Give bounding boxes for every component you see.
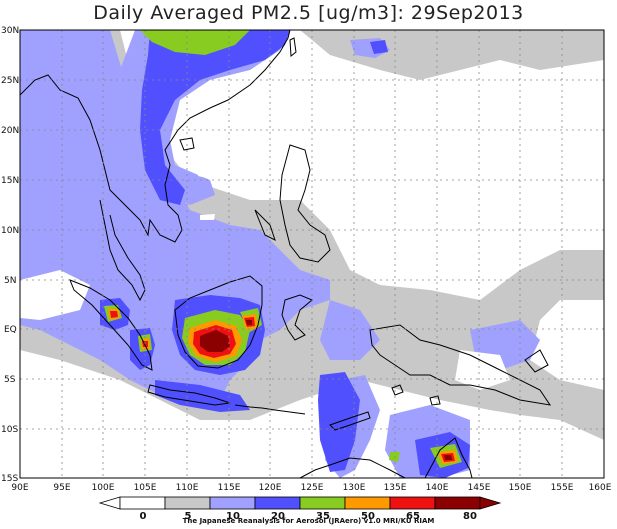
- map-area: [19, 29, 605, 479]
- lon-label: 110E: [176, 483, 199, 493]
- colorbar-swatch: [254, 496, 301, 510]
- lon-label: 140E: [426, 483, 449, 493]
- credit-line: The Japanese Reanalysis for Aerosol (JRA…: [182, 517, 435, 525]
- lon-label: 135E: [384, 483, 407, 493]
- colorbar-label: 0: [140, 511, 147, 522]
- lat-label: 10N: [1, 226, 19, 236]
- lat-label: 10S: [1, 425, 18, 435]
- map-frame: [19, 29, 605, 479]
- colorbar-label: 20: [271, 511, 285, 522]
- lon-label: 100E: [92, 483, 115, 493]
- coastlines: [19, 29, 552, 479]
- graticule: [20, 30, 604, 478]
- lat-label: 15S: [1, 474, 18, 484]
- colorbar-label: 5: [185, 511, 192, 522]
- lon-label: 90E: [11, 483, 28, 493]
- clean-air-pockets: [20, 150, 510, 390]
- lon-label: 130E: [343, 483, 366, 493]
- longitude-labels: 90E 95E 100E 105E 110E 115E 120E 125E 13…: [11, 483, 611, 493]
- lat-label: 5N: [4, 276, 16, 286]
- lon-label: 145E: [468, 483, 491, 493]
- latitude-labels: 30N 25N 20N 15N 10N 5N EQ 5S 10S 15S: [1, 26, 19, 484]
- pm25-band-80-plus: [200, 320, 452, 460]
- map-title: Daily Averaged PM2.5 [ug/m3]: 29Sep2013: [93, 2, 524, 24]
- lon-label: 160E: [589, 483, 612, 493]
- colorbar-swatch: [389, 496, 436, 510]
- colorbar-swatch: [119, 496, 166, 510]
- lat-label: 20N: [1, 126, 19, 136]
- lat-label: 5S: [4, 375, 16, 385]
- lat-label: 15N: [1, 176, 19, 186]
- colorbar-swatch: [164, 496, 211, 510]
- lon-label: 95E: [53, 483, 70, 493]
- lat-label: 30N: [1, 26, 19, 36]
- colorbar-swatch: [434, 496, 481, 510]
- colorbar-min-arrow: [98, 496, 121, 510]
- lon-label: 105E: [134, 483, 157, 493]
- lon-label: 125E: [301, 483, 324, 493]
- lon-label: 150E: [509, 483, 532, 493]
- lon-label: 115E: [218, 483, 241, 493]
- lat-label: 25N: [1, 76, 19, 86]
- colorbar-max-arrow: [479, 496, 502, 510]
- colorbar-swatch: [209, 496, 256, 510]
- lon-label: 120E: [259, 483, 282, 493]
- colorbar-label: 10: [226, 511, 240, 522]
- colorbar-label: 65: [406, 511, 420, 522]
- colorbar-label: 50: [361, 511, 375, 522]
- colorbar-label: 80: [463, 511, 477, 522]
- colorbar-label: 35: [316, 511, 330, 522]
- colorbar-swatch: [299, 496, 346, 510]
- colorbar: 0 5 10 20 35 50 65 80: [98, 496, 502, 522]
- lon-label: 155E: [551, 483, 574, 493]
- lat-label: EQ: [4, 325, 17, 335]
- colorbar-swatch: [344, 496, 391, 510]
